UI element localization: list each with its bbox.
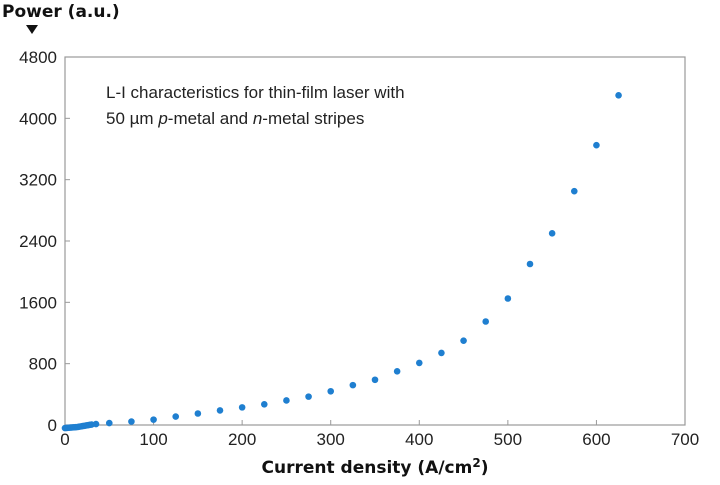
x-tick-label: 0: [60, 430, 69, 449]
data-point: [570, 187, 578, 195]
data-point: [283, 397, 290, 404]
data-point: [393, 368, 401, 375]
data-points: [61, 92, 622, 432]
y-tick-label: 3200: [19, 171, 57, 190]
y-tick-label: 800: [29, 355, 57, 374]
annot-part-b: p: [157, 109, 167, 128]
x-tick-label: 100: [139, 430, 167, 449]
y-axis-arrow-icon: [26, 25, 38, 34]
data-point: [327, 387, 335, 395]
x-tick-label: 500: [494, 430, 522, 449]
data-point: [194, 410, 202, 417]
y-tick-label: 2400: [19, 232, 57, 251]
annot-part-d: n: [253, 109, 262, 128]
x-axis-label-text: Current density (A/cm: [262, 458, 473, 478]
y-tick-label: 0: [48, 416, 57, 435]
data-point: [349, 381, 357, 389]
data-point: [238, 404, 246, 411]
annot-part-a: 50 µm: [106, 109, 158, 128]
x-tick-label: 200: [228, 430, 256, 449]
data-point: [216, 407, 224, 414]
data-point: [415, 359, 423, 367]
data-point: [371, 376, 379, 384]
data-point: [593, 141, 600, 149]
data-point: [150, 416, 157, 423]
y-tick-label: 1600: [19, 293, 57, 312]
annot-part-e: -metal stripes: [262, 109, 364, 128]
x-tick-label: 400: [405, 430, 433, 449]
data-point: [526, 260, 534, 268]
y-ticks: 0 800 1600 2400 3200 4000 4800: [19, 48, 70, 435]
data-point: [504, 295, 512, 302]
chart-annotation-line1: L-I characteristics for thin-film laser …: [106, 83, 405, 102]
x-axis-label: Current density (A/cm2): [262, 456, 489, 478]
x-axis-label-sup: 2: [472, 456, 480, 470]
x-axis-label-close: ): [481, 458, 489, 478]
x-tick-label: 300: [317, 430, 345, 449]
annot-part-c: -metal and: [168, 109, 253, 128]
y-axis-label: Power (a.u.): [2, 2, 120, 22]
data-point: [172, 413, 180, 420]
data-point: [305, 393, 312, 400]
data-point: [128, 418, 135, 425]
data-point: [482, 318, 490, 325]
data-point: [548, 230, 556, 237]
data-point: [105, 419, 113, 427]
data-point: [438, 349, 445, 357]
chart-annotation-line2: 50 µm p-metal and n-metal stripes: [106, 109, 364, 128]
data-point: [615, 92, 622, 99]
x-ticks: 0 100 200 300 400 500 600 700: [60, 420, 699, 449]
x-tick-label: 700: [671, 430, 699, 449]
y-tick-label: 4000: [19, 109, 57, 128]
data-point: [460, 337, 467, 344]
y-tick-label: 4800: [19, 48, 57, 67]
data-point: [92, 420, 100, 428]
data-point: [260, 401, 268, 408]
x-tick-label: 600: [582, 430, 610, 449]
